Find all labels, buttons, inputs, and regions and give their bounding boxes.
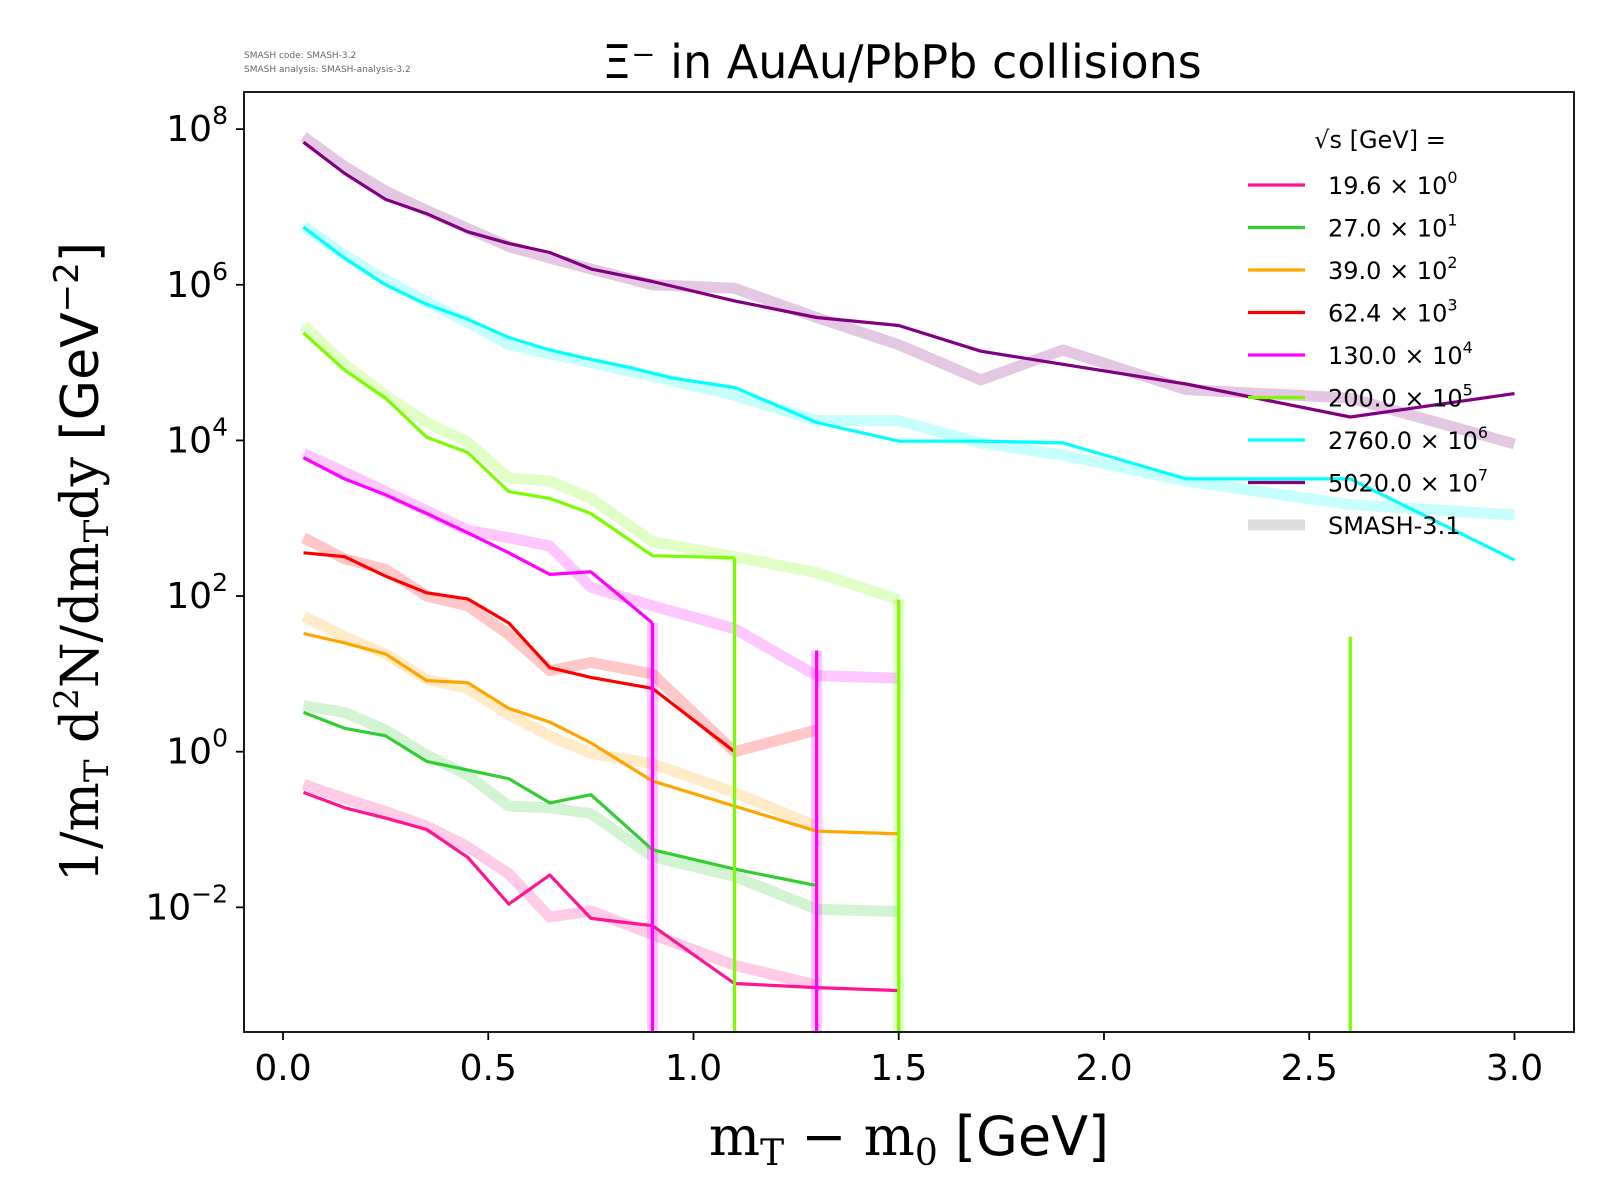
x-tick-label: 2.5 [1281,1048,1338,1089]
series-line-19.6 [302,790,899,993]
x-tick-label: 0.0 [254,1048,311,1089]
credit-line-1: SMASH code: SMASH-3.2 [244,51,356,61]
data-lines [302,140,1516,1032]
legend-title: √s [GeV] = [1314,126,1446,154]
legend-label: 27.0 × 101 [1328,211,1458,243]
reference-line-62.4 [300,532,819,758]
legend-label: 19.6 × 100 [1328,168,1458,200]
reference-line-200.0 [299,321,901,605]
legend-label: 130.0 × 104 [1328,338,1473,370]
y-axis-label-text: 1/mT d2N/dmTdy [GeV−2] [47,242,117,882]
legend-label: 39.0 × 102 [1328,253,1458,285]
y-tick-label: 106 [166,257,228,306]
x-tick-label: 3.0 [1486,1048,1543,1089]
legend: √s [GeV] = 19.6 × 100 27.0 × 101 39.0 × 102… [1248,126,1488,540]
series-line-27.0 [302,710,817,888]
x-tick-label: 1.5 [870,1048,927,1089]
legend-label: 62.4 × 103 [1328,296,1458,328]
series-line-39.0 [303,631,899,836]
reference-line-27.0 [302,700,899,918]
credit-line-2: SMASH analysis: SMASH-analysis-3.2 [244,65,411,75]
reference-line-130.0 [301,448,899,684]
reference-line-39.0 [301,611,819,832]
series-line-5020.0 [302,140,1515,419]
chart-title: Ξ⁻ in AuAu/PbPb collisions [602,35,1202,89]
axes: 0.0 0.5 1.0 1.5 2.0 2.5 3.0 10−2 100 102 104 106 108 [145,101,1543,1089]
reference-line-2760.0 [300,221,1515,521]
x-tick-label: 0.5 [460,1048,517,1089]
x-axis-label: mT − m0 [GeV] [709,1105,1109,1174]
y-tick-label: 104 [166,412,228,461]
x-axis-label-text: mT − m0 [GeV] [709,1105,1109,1174]
y-tick-label: 102 [166,568,228,617]
x-tick-label: 1.0 [665,1048,722,1089]
legend-label: SMASH-3.1 [1328,512,1460,540]
y-tick-label: 100 [166,724,228,773]
series-line-62.4 [303,551,736,753]
credits: SMASH code: SMASH-3.2 SMASH analysis: SM… [244,51,411,75]
series-line-2760.0 [302,225,1516,562]
reference-line-5020.0 [300,132,1516,450]
legend-label: 200.0 × 105 [1328,381,1473,413]
series-line-130.0 [302,456,654,625]
x-tick-label: 2.0 [1075,1048,1132,1089]
legend-label: 2760.0 × 106 [1328,423,1488,455]
plot-frame [243,91,1575,1033]
legend-label: 5020.0 × 107 [1328,466,1488,498]
y-tick-label: 10−2 [145,879,228,928]
series-line-200.0 [302,331,735,560]
y-tick-label: 108 [166,101,228,150]
y-axis-label: 1/mT d2N/dmTdy [GeV−2] [47,242,117,882]
